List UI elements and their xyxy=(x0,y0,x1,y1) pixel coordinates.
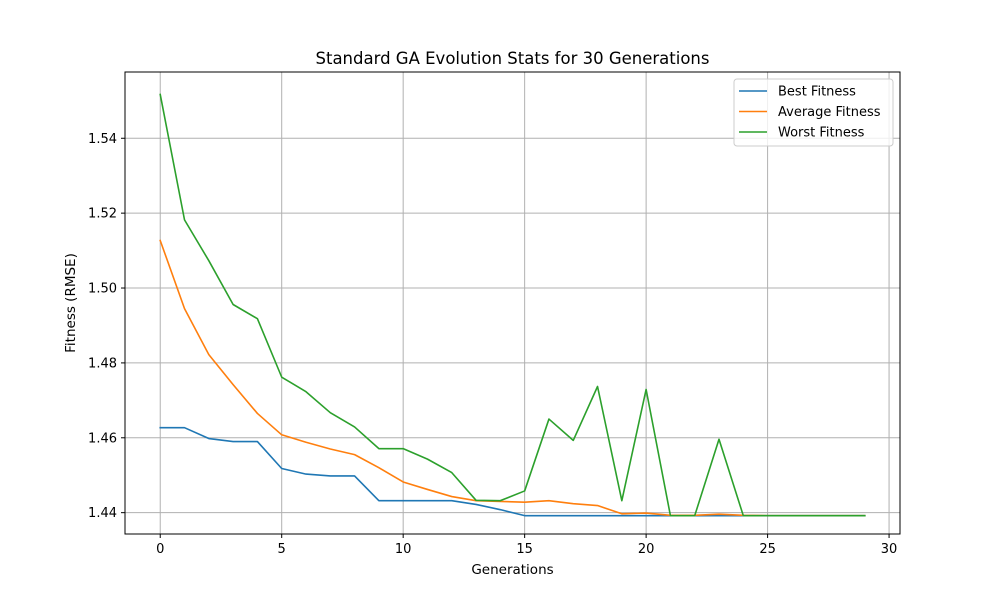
legend: Best Fitness Average Fitness Worst Fitness xyxy=(733,78,894,147)
axis-ticks: 0 5 10 15 20 25 30 1.44 1.46 1.48 1.50 1.52 1.54 xyxy=(88,132,897,557)
legend-box xyxy=(733,78,894,147)
y-tick-label: 1.52 xyxy=(88,207,117,222)
chart-title: Standard GA Evolution Stats for 30 Gener… xyxy=(316,49,710,68)
y-tick-label: 1.50 xyxy=(88,282,117,297)
x-tick-label: 5 xyxy=(278,542,286,557)
legend-label-average-fitness: Average Fitness xyxy=(778,105,881,120)
x-tick-label: 0 xyxy=(156,542,164,557)
x-axis-title: Generations xyxy=(471,562,553,578)
x-tick-label: 30 xyxy=(881,542,898,557)
series-line-worst-fitness xyxy=(159,93,866,517)
series-lines xyxy=(159,93,866,517)
legend-label-best-fitness: Best Fitness xyxy=(778,85,856,100)
y-tick-label: 1.46 xyxy=(88,431,117,446)
y-tick-label: 1.44 xyxy=(88,506,117,521)
y-tick-label: 1.54 xyxy=(88,132,117,147)
y-axis-title: Fitness (RMSE) xyxy=(63,253,79,353)
plot-frame xyxy=(124,71,901,535)
x-tick-label: 15 xyxy=(516,542,533,557)
x-tick-label: 25 xyxy=(759,542,776,557)
y-tick-label: 1.48 xyxy=(88,356,117,371)
legend-label-worst-fitness: Worst Fitness xyxy=(778,126,865,141)
grid xyxy=(125,72,900,534)
x-tick-label: 10 xyxy=(395,542,412,557)
x-tick-label: 20 xyxy=(638,542,655,557)
